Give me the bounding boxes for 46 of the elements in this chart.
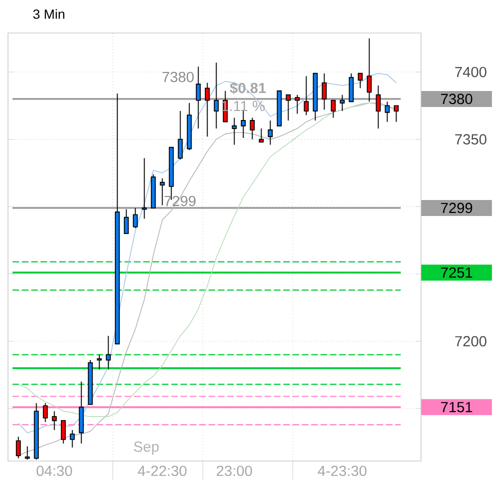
annotation: Sep [134,442,159,455]
x-tick-label: 4-22:30 [138,466,186,476]
candlestick [60,420,66,444]
candlestick [42,402,48,422]
candlestick [88,360,93,405]
candlestick [24,446,30,460]
candlestick [204,82,210,138]
candlestick [268,120,273,146]
candlestick [150,174,156,208]
candlestick [214,62,219,130]
candlestick [178,110,183,160]
candlestick [186,102,192,151]
candlestick [124,208,129,234]
candlestick [250,117,255,140]
y-tick-label: 7350 [455,134,486,144]
candlestick [312,72,318,121]
candlestick [232,117,237,146]
candlestick [142,158,147,220]
candlestick [240,109,246,138]
ref-line-label: 7251 [441,267,472,278]
ref-line-label: 7380 [441,94,472,104]
candlestick [96,354,102,370]
candlestick [160,178,165,206]
candlestick [70,430,75,448]
x-tick-label: 23:00 [216,466,252,476]
candlestick [132,207,138,229]
y-tick-label: 7200 [455,336,486,346]
x-tick-label: 04:30 [36,466,72,476]
candlestick [294,94,300,114]
ref-line-label: 7151 [441,402,472,412]
candlestick [276,90,282,126]
candlestick [52,410,57,431]
candlestick [196,66,201,130]
y-tick-label: 7400 [455,66,486,78]
annotation: 7380 [162,72,194,82]
candlestick [286,94,291,121]
candlestick [106,335,111,370]
candlestick [78,381,84,444]
candlestick [34,402,39,460]
candlestick [16,436,21,459]
chart-title: 3 Min [33,9,64,19]
x-tick-label: 4-23:30 [318,466,366,476]
candlestick [114,93,120,344]
candlestick [258,128,264,142]
candlestick [348,72,354,102]
ref-line-label: 7299 [441,202,472,214]
